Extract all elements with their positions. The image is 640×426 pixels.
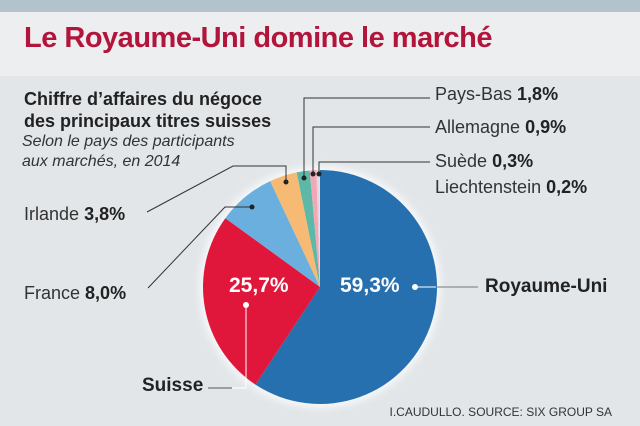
dot-pays-bas [301, 175, 307, 181]
slice-royaume-uni [255, 170, 437, 405]
slice-pays-bas [296, 170, 320, 287]
value-royaume-uni: 59,3% [340, 274, 400, 297]
label-suisse: Suisse [142, 375, 204, 396]
subtitle-note-line: aux marchés, en 2014 [22, 153, 181, 170]
leader-dots [243, 171, 418, 308]
slice-liechtenstein [318, 170, 320, 287]
value-suisse: 25,7% [229, 274, 289, 297]
label-pays-bas: Pays-Bas 1,8% [435, 84, 559, 104]
dot-allemagne [310, 171, 316, 177]
label-france: France 8,0% [24, 283, 127, 303]
subtitle-line: Chiffre d’affaires du négoce [24, 89, 263, 109]
leader-allemagne [312, 126, 430, 174]
label-royaume-uni: Royaume-Uni [485, 276, 608, 297]
dot-suede [316, 171, 322, 177]
subtitle-line: des principaux titres suisses [24, 111, 272, 131]
slice-allemagne [309, 170, 320, 287]
subtitle-note: Selon le pays des participants aux march… [22, 132, 235, 172]
label-allemagne: Allemagne 0,9% [435, 117, 567, 137]
subtitle-note-line: Selon le pays des participants [22, 133, 235, 150]
leader-irlande [146, 165, 287, 213]
dot-royaume-uni [412, 284, 418, 290]
top-band [0, 0, 640, 12]
label-irlande: Irlande 3,8% [24, 204, 126, 224]
dot-suisse [243, 302, 249, 308]
slice-su-de [316, 170, 320, 287]
source-credit: I.CAUDULLO. SOURCE: SIX GROUP SA [389, 405, 613, 419]
title-bar [0, 12, 640, 76]
leader-suede [318, 161, 430, 174]
label-suede: Suède 0,3% [435, 151, 534, 171]
subtitle: Chiffre d’affaires du négoce des princip… [24, 88, 271, 132]
dot-irlande [283, 179, 289, 185]
slice-suisse [202, 218, 320, 385]
leader-france [147, 206, 252, 289]
slice-france [225, 181, 320, 287]
slice-irlande [270, 172, 320, 287]
dot-france [249, 204, 255, 210]
label-liechtenstein: Liechtenstein 0,2% [435, 177, 588, 197]
leader-pays-bas [303, 97, 430, 178]
chart-title: Le Royaume-Uni domine le marché [24, 22, 492, 54]
